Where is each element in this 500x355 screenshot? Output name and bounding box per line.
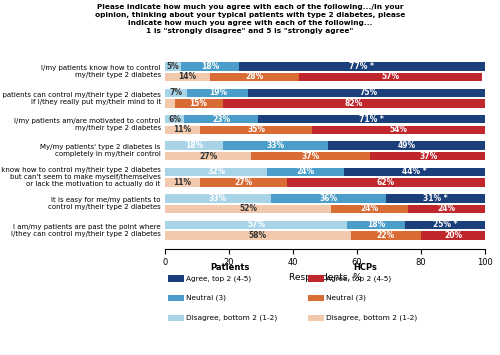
Bar [258,115,485,124]
Text: Patients: Patients [210,263,250,272]
Bar [222,99,485,108]
Text: Neutral (3): Neutral (3) [326,295,366,301]
Text: 24%: 24% [360,204,379,213]
Text: 77% *: 77% * [350,62,374,71]
Bar [165,73,210,81]
Bar [165,62,181,71]
Bar [165,126,200,134]
Bar [386,194,485,203]
Bar [238,62,485,71]
Text: Agree, top 2 (4-5): Agree, top 2 (4-5) [186,275,251,282]
Text: Agree, top 2 (4-5): Agree, top 2 (4-5) [326,275,391,282]
Text: 27%: 27% [199,152,218,161]
Text: 35%: 35% [247,125,265,134]
Text: 54%: 54% [390,125,407,134]
Bar [165,115,184,124]
Text: Disagree, bottom 2 (1-2): Disagree, bottom 2 (1-2) [326,315,417,321]
Text: 57%: 57% [382,72,400,82]
Text: 25% *: 25% * [433,220,457,229]
Text: 33%: 33% [266,141,284,150]
Text: 5%: 5% [166,62,179,71]
Text: HCPs: HCPs [353,263,377,272]
Bar [165,152,252,160]
Text: 20%: 20% [444,231,462,240]
Bar [165,194,270,203]
Bar [328,141,485,150]
Text: 58%: 58% [248,231,267,240]
Bar [268,168,344,176]
Text: 28%: 28% [246,72,264,82]
Bar [248,89,488,97]
X-axis label: Respondents, %: Respondents, % [288,273,362,282]
Bar [408,205,485,213]
Text: 18%: 18% [200,62,219,71]
Text: 33%: 33% [208,194,227,203]
Bar [222,141,328,150]
Text: 82%: 82% [344,99,363,108]
Bar [210,73,300,81]
Text: 52%: 52% [239,204,257,213]
Text: 7%: 7% [170,88,182,97]
Text: 37%: 37% [302,152,320,161]
Bar [200,126,312,134]
Text: 32%: 32% [207,168,226,176]
Text: 36%: 36% [319,194,338,203]
Bar [200,178,286,187]
Text: 37%: 37% [420,152,438,161]
Bar [370,152,488,160]
Bar [165,205,332,213]
Bar [188,89,248,97]
Text: 57%: 57% [247,220,266,229]
Bar [270,194,386,203]
Bar [165,231,350,240]
Text: 23%: 23% [212,115,230,124]
Text: 27%: 27% [234,178,252,187]
Bar [421,231,485,240]
Bar [165,178,200,187]
Bar [165,220,348,229]
Bar [165,99,174,108]
Bar [252,152,370,160]
Text: 14%: 14% [178,72,196,82]
Text: 44% *: 44% * [402,168,427,176]
Text: 15%: 15% [190,99,208,108]
Bar [405,220,485,229]
Text: 71% *: 71% * [359,115,384,124]
Bar [184,115,258,124]
Text: 11%: 11% [174,125,192,134]
Text: 18%: 18% [184,141,203,150]
Text: 11%: 11% [174,178,192,187]
Bar [332,205,408,213]
Text: 49%: 49% [398,141,415,150]
Bar [165,89,188,97]
Bar [181,62,238,71]
Text: 31% *: 31% * [423,194,448,203]
Bar [312,126,485,134]
Text: 62%: 62% [376,178,395,187]
Text: 6%: 6% [168,115,181,124]
Bar [300,73,482,81]
Text: Please indicate how much you agree with each of the following.../In your
opinion: Please indicate how much you agree with … [95,4,405,34]
Text: 75%: 75% [359,88,378,97]
Text: Neutral (3): Neutral (3) [186,295,226,301]
Bar [348,220,405,229]
Bar [286,178,485,187]
Text: 24%: 24% [296,168,315,176]
Bar [174,99,222,108]
Bar [165,141,222,150]
Bar [350,231,421,240]
Bar [165,168,268,176]
Text: 22%: 22% [376,231,395,240]
Text: 24%: 24% [438,204,456,213]
Bar [344,168,485,176]
Text: 19%: 19% [208,88,227,97]
Text: 18%: 18% [367,220,386,229]
Text: Disagree, bottom 2 (1-2): Disagree, bottom 2 (1-2) [186,315,277,321]
